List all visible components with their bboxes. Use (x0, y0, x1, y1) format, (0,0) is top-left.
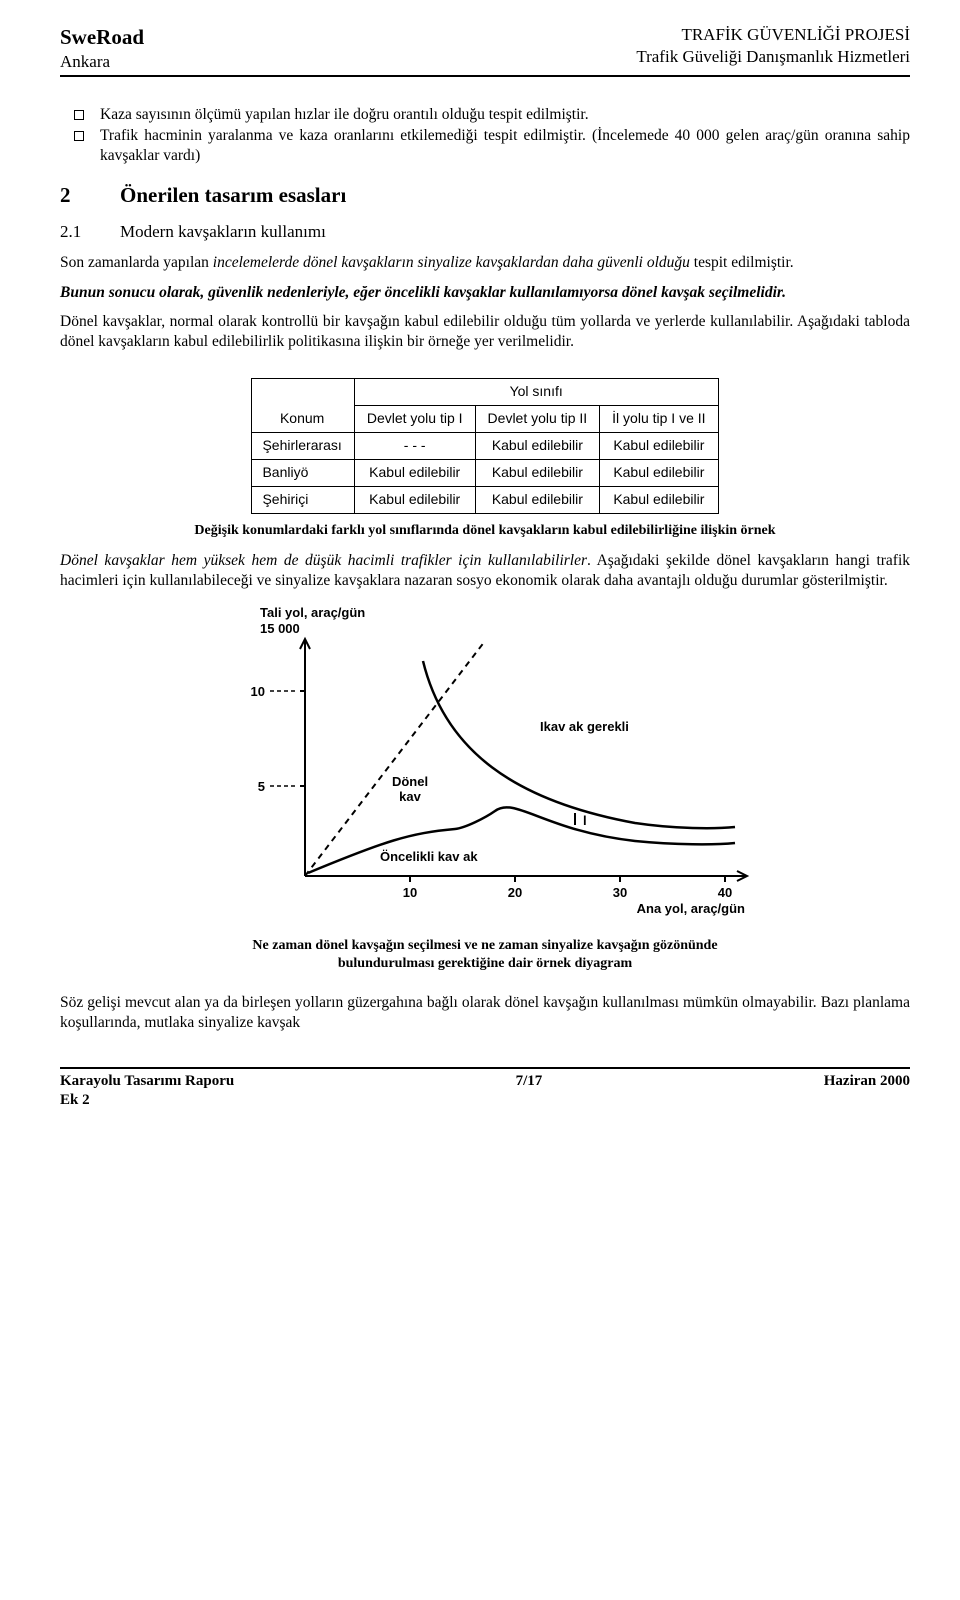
table-cell: Kabul edilebilir (475, 459, 600, 486)
table-caption: Değişik konumlardaki farklı yol sınıflar… (105, 522, 865, 540)
list-item: Trafik hacminin yaralanma ve kaza oranla… (72, 126, 910, 166)
table-super-header: Yol sınıfı (354, 379, 718, 406)
row-label: Banliyö (252, 459, 354, 486)
caption-line: bulundurulması gerektiğine dair örnek di… (338, 956, 632, 971)
footer-date: Haziran 2000 (824, 1072, 910, 1110)
y-axis-subtitle: 15 000 (260, 621, 300, 636)
footer-doc-title: Karayolu Tasarımı Raporu (60, 1073, 234, 1089)
table-cell: - - - (354, 432, 475, 459)
caption-line: Ne zaman dönel kavşağın seçilmesi ve ne … (252, 938, 717, 953)
italic-text: incelemelerde dönel kavşakların sinyaliz… (213, 254, 690, 271)
acceptability-table: Konum Yol sınıfı Devlet yolu tip I Devle… (251, 378, 718, 514)
table-row: Konum Yol sınıfı (252, 379, 718, 406)
x-tick-label: 30 (613, 885, 627, 900)
table-cell: Kabul edilebilir (475, 432, 600, 459)
x-axis-title: Ana yol, araç/gün (637, 901, 745, 916)
section-number: 2 (60, 182, 120, 209)
figure-caption: Ne zaman dönel kavşağın seçilmesi ve ne … (105, 937, 865, 973)
paragraph: Söz gelişi mevcut alan ya da birleşen yo… (60, 993, 910, 1033)
traffic-volume-chart: Tali yol, araç/gün 15 000 10 5 10 20 30 … (205, 601, 765, 931)
marker-label: l (583, 813, 587, 828)
project-title: TRAFİK GÜVENLİĞİ PROJESİ (636, 24, 910, 46)
footer-left: Karayolu Tasarımı Raporu Ek 2 (60, 1072, 234, 1110)
region-label-upper: Ikav ak gerekli (540, 719, 629, 734)
paragraph: Dönel kavşaklar hem yüksek hem de düşük … (60, 551, 910, 591)
region-label-mid2: kav (399, 789, 421, 804)
x-tick-label: 40 (718, 885, 732, 900)
x-tick-label: 10 (403, 885, 417, 900)
col-header: İl yolu tip I ve II (600, 405, 718, 432)
text-span: Son zamanlarda yapılan (60, 254, 213, 271)
org-name: SweRoad (60, 24, 144, 51)
row-label: Şehiriçi (252, 486, 354, 513)
bullet-list: Kaza sayısının ölçümü yapılan hızlar ile… (72, 105, 910, 166)
emphasis-paragraph: Bunun sonucu olarak, güvenlik nedenleriy… (60, 283, 910, 303)
row-label: Şehirlerarası (252, 432, 354, 459)
italic-text: Dönel kavşaklar hem yüksek hem de düşük … (60, 552, 587, 569)
project-subtitle: Trafik Güveliği Danışmanlık Hizmetleri (636, 46, 910, 68)
paragraph: Son zamanlarda yapılan incelemelerde dön… (60, 253, 910, 273)
paragraph: Dönel kavşaklar, normal olarak kontrollü… (60, 312, 910, 352)
subsection-heading: 2.1 Modern kavşakların kullanımı (60, 221, 910, 243)
subsection-number: 2.1 (60, 221, 120, 243)
table-cell: Kabul edilebilir (354, 486, 475, 513)
section-title: Önerilen tasarım esasları (120, 182, 346, 209)
section-heading: 2 Önerilen tasarım esasları (60, 182, 910, 209)
table-cell: Kabul edilebilir (600, 486, 718, 513)
table-cell: Kabul edilebilir (354, 459, 475, 486)
table-row: Şehirlerarası - - - Kabul edilebilir Kab… (252, 432, 718, 459)
footer-page-number: 7/17 (516, 1072, 543, 1110)
col-header: Devlet yolu tip II (475, 405, 600, 432)
x-tick-label: 20 (508, 885, 522, 900)
col-header: Devlet yolu tip I (354, 405, 475, 432)
y-axis-title: Tali yol, araç/gün (260, 605, 365, 620)
footer-appendix: Ek 2 (60, 1092, 90, 1108)
table-corner: Konum (252, 379, 354, 433)
subsection-title: Modern kavşakların kullanımı (120, 221, 326, 243)
y-tick-label: 5 (258, 779, 265, 794)
region-label-lower: Öncelikli kav ak (380, 849, 478, 864)
table-cell: Kabul edilebilir (475, 486, 600, 513)
header-right: TRAFİK GÜVENLİĞİ PROJESİ Trafik Güveliği… (636, 24, 910, 73)
table-cell: Kabul edilebilir (600, 459, 718, 486)
page-header: SweRoad Ankara TRAFİK GÜVENLİĞİ PROJESİ … (60, 24, 910, 77)
text-span: tespit edilmiştir. (690, 254, 794, 271)
table-row: Banliyö Kabul edilebilir Kabul edilebili… (252, 459, 718, 486)
table-row: Şehiriçi Kabul edilebilir Kabul edilebil… (252, 486, 718, 513)
curve-lower (308, 807, 735, 873)
y-tick-label: 10 (251, 684, 265, 699)
table-cell: Kabul edilebilir (600, 432, 718, 459)
org-city: Ankara (60, 51, 144, 73)
region-label-mid1: Dönel (392, 774, 428, 789)
list-item: Kaza sayısının ölçümü yapılan hızlar ile… (72, 105, 910, 125)
header-left: SweRoad Ankara (60, 24, 144, 73)
curve-upper (423, 661, 735, 828)
page-footer: Karayolu Tasarımı Raporu Ek 2 7/17 Hazir… (60, 1067, 910, 1110)
